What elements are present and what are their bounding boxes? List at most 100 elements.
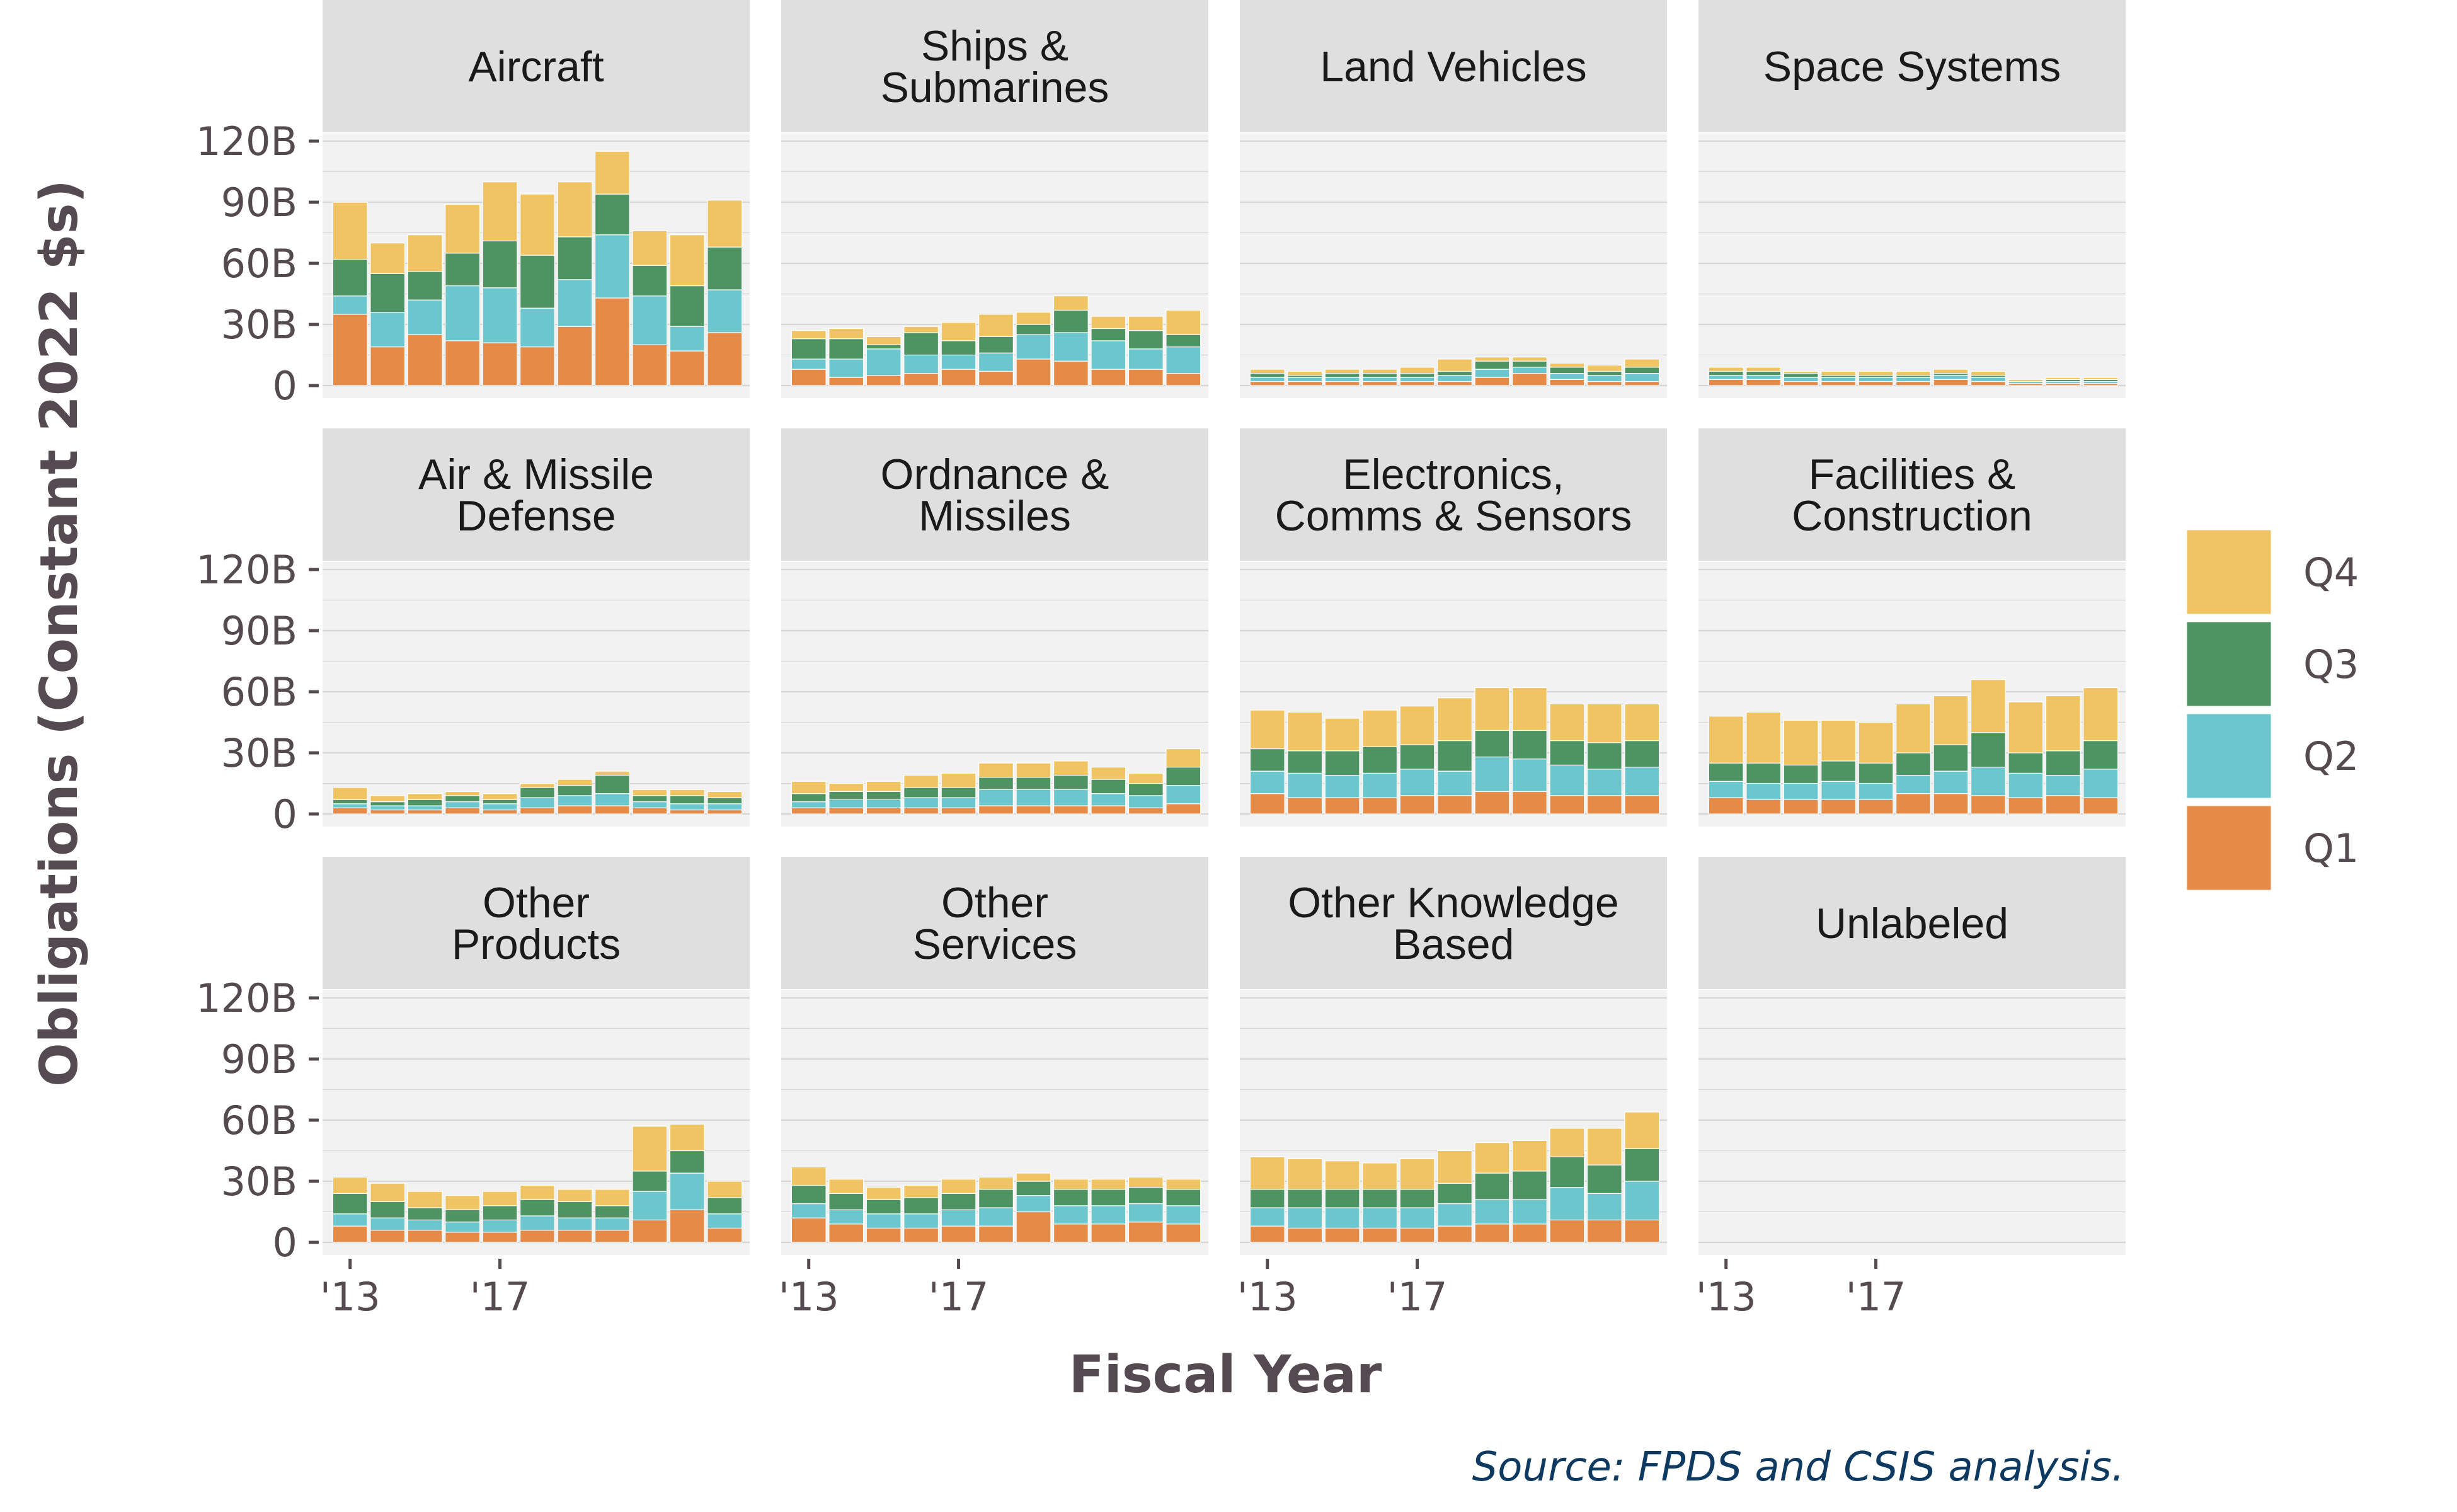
bar-segment-q3 — [828, 1193, 864, 1210]
bar-segment-q4 — [482, 181, 518, 242]
bar-segment-q4 — [332, 1176, 368, 1194]
bar-segment-q2 — [1511, 1199, 1547, 1225]
legend-swatch-q4 — [2185, 528, 2273, 616]
bar-segment-q2 — [791, 1203, 827, 1218]
bar-segment-q2 — [1746, 375, 1782, 380]
bar-segment-q1 — [1586, 1219, 1622, 1243]
bar-segment-q3 — [903, 1197, 939, 1215]
bar-segment-q3 — [407, 799, 443, 806]
bar-segment-q1 — [1053, 360, 1089, 386]
bar-segment-q4 — [632, 1126, 668, 1172]
bar-segment-q2 — [1858, 782, 1894, 800]
bar-segment-q2 — [1128, 795, 1164, 808]
bar-segment-q4 — [2045, 377, 2081, 380]
bar-segment-q2 — [1511, 367, 1547, 374]
bar-segment-q4 — [1166, 748, 1201, 768]
bar-segment-q1 — [332, 807, 368, 815]
facet-strip — [323, 857, 750, 989]
bar-segment-q2 — [1053, 789, 1089, 806]
bar-segment-q3 — [1549, 1156, 1585, 1188]
bar-segment-q1 — [557, 1229, 593, 1243]
bar-segment-q4 — [791, 781, 827, 794]
bar-segment-q4 — [1586, 703, 1622, 743]
facet-title: Facilities & — [1809, 450, 2016, 498]
bar-segment-q3 — [445, 1209, 481, 1223]
bar-segment-q1 — [1166, 372, 1201, 386]
bar-segment-q4 — [332, 787, 368, 800]
bar-segment-q4 — [1362, 1162, 1398, 1190]
bar-segment-q2 — [978, 1207, 1014, 1227]
bar-segment-q2 — [1249, 770, 1285, 794]
bar-segment-q3 — [632, 265, 668, 297]
facet-strip — [781, 428, 1208, 561]
bar-segment-q2 — [707, 1213, 743, 1228]
bar-segment-q3 — [1970, 732, 2006, 768]
bar-segment-q3 — [828, 791, 864, 800]
bar-segment-q1 — [632, 344, 668, 386]
bar-segment-q3 — [1249, 1189, 1285, 1208]
bar-segment-q4 — [1624, 358, 1660, 368]
facet-strip — [1698, 428, 2126, 561]
bar-segment-q3 — [370, 801, 406, 806]
bar-segment-q2 — [1362, 377, 1398, 382]
bar-segment-q2 — [407, 805, 443, 811]
bar-segment-q2 — [520, 1215, 555, 1231]
bar-segment-q4 — [903, 774, 939, 788]
bar-segment-q4 — [1586, 1128, 1622, 1166]
bar-segment-q2 — [1821, 781, 1857, 800]
facet-panels: Aircraft Ships &Submarines Land Vehicles Sp… — [323, 0, 2126, 1255]
bar-segment-q1 — [1091, 1223, 1126, 1243]
bar-segment-q4 — [1549, 703, 1585, 742]
y-tick-label: 30B — [221, 730, 297, 776]
y-tick-label: 0 — [273, 363, 297, 409]
facet-title: Land Vehicles — [1320, 43, 1586, 91]
bar-segment-q4 — [1746, 711, 1782, 764]
bar-segment-q2 — [2083, 769, 2119, 798]
bar-segment-q1 — [632, 807, 668, 815]
bar-segment-q3 — [594, 193, 630, 236]
bar-segment-q2 — [557, 1217, 593, 1231]
bar-segment-q4 — [1053, 760, 1089, 776]
bar-segment-q1 — [1708, 797, 1744, 815]
bar-segment-q1 — [941, 1225, 976, 1243]
bar-segment-q2 — [1549, 1187, 1585, 1221]
bar-segment-q4 — [632, 230, 668, 266]
y-tick-label: 120B — [196, 547, 297, 593]
bar-segment-q1 — [1362, 797, 1398, 815]
bar-segment-q3 — [445, 795, 481, 803]
bar-segment-q4 — [632, 789, 668, 796]
bar-segment-q2 — [866, 1213, 902, 1228]
bar-segment-q2 — [1166, 1205, 1201, 1225]
y-tick-label: 120B — [196, 118, 297, 164]
bar-segment-q4 — [1249, 1156, 1285, 1190]
bar-segment-q4 — [903, 1184, 939, 1198]
bar-segment-q3 — [407, 1207, 443, 1221]
bar-segment-q2 — [332, 295, 368, 315]
bar-segment-q3 — [1437, 370, 1472, 376]
facet-title: Ordnance & — [881, 450, 1109, 498]
bar-segment-q3 — [1708, 762, 1744, 782]
x-tick-label: '17 — [1846, 1274, 1906, 1320]
bar-segment-q4 — [1053, 1179, 1089, 1190]
bar-segment-q4 — [1016, 1172, 1051, 1182]
bar-segment-q1 — [1437, 381, 1472, 386]
bar-segment-q1 — [1746, 379, 1782, 386]
bar-segment-q1 — [707, 809, 743, 815]
bar-segment-q3 — [1128, 782, 1164, 796]
bar-segment-q4 — [941, 772, 976, 788]
y-tick-label: 60B — [221, 669, 297, 715]
bar-segment-q1 — [482, 809, 518, 815]
bar-segment-q3 — [557, 1201, 593, 1218]
facet-title: Aircraft — [468, 43, 604, 91]
facet-panel: Facilities &Construction — [1698, 428, 2126, 827]
bar-segment-q4 — [1474, 687, 1510, 731]
bar-segment-q4 — [978, 762, 1014, 778]
bar-segment-q1 — [1933, 379, 1969, 386]
bar-segment-q4 — [557, 1189, 593, 1202]
bar-segment-q1 — [707, 332, 743, 386]
bar-segment-q4 — [2083, 377, 2119, 380]
bar-segment-q1 — [332, 1225, 368, 1243]
bar-segment-q3 — [1362, 372, 1398, 378]
